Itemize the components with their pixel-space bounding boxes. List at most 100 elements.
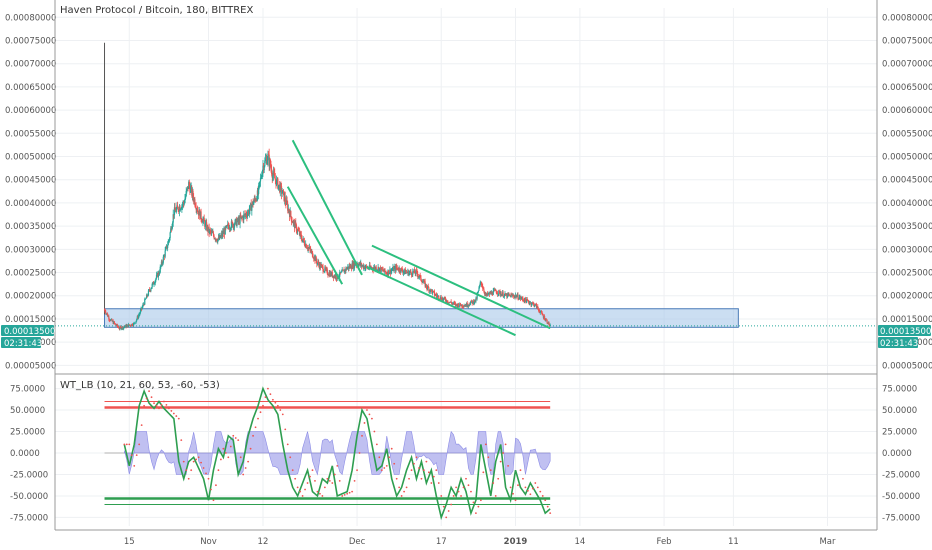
time-tick: 11 xyxy=(728,537,739,547)
candle-body xyxy=(442,298,444,300)
last-price-left: 0.00013500 xyxy=(4,327,55,337)
osc-tick-left: 0.0000 xyxy=(10,449,40,459)
price-tick-right: 0.00055000 xyxy=(882,129,932,139)
candle-body xyxy=(417,276,419,278)
candle-body xyxy=(420,279,423,282)
candle-body xyxy=(318,264,320,268)
candle-body xyxy=(403,271,405,273)
candle-body xyxy=(110,319,112,321)
candle-body xyxy=(349,265,351,268)
candle-body xyxy=(274,174,276,179)
wt2-dot xyxy=(182,460,185,463)
candle-body xyxy=(183,202,185,204)
wt2-dot xyxy=(452,495,455,497)
candle-body xyxy=(540,311,542,312)
candle-body xyxy=(222,232,224,234)
candle-body xyxy=(214,238,216,240)
candle-body xyxy=(235,218,237,226)
candle-body xyxy=(374,266,376,270)
candle-body xyxy=(387,270,389,276)
wt2-dot xyxy=(123,443,126,446)
candle-body xyxy=(108,316,110,320)
candle-body xyxy=(121,328,123,330)
candle-body xyxy=(534,303,536,306)
wt2-dot xyxy=(541,495,544,497)
candle-body xyxy=(223,230,226,235)
candle-body xyxy=(529,302,531,304)
candle-body xyxy=(395,266,397,271)
candle-body xyxy=(214,238,216,240)
candle-body xyxy=(157,272,159,278)
candle-body xyxy=(264,160,266,167)
candle-body xyxy=(478,287,480,291)
wt2-dot xyxy=(319,492,321,495)
candle-body xyxy=(472,300,474,304)
candle-body xyxy=(267,153,270,155)
candle-body xyxy=(449,301,452,303)
candle-body xyxy=(486,293,488,296)
candle-body xyxy=(548,324,551,326)
candle-body xyxy=(149,289,151,291)
candle-body xyxy=(477,292,479,295)
wt2-dot xyxy=(219,458,222,461)
candle-body xyxy=(513,296,515,298)
wt2-dot xyxy=(423,469,425,472)
candle-body xyxy=(481,285,483,287)
wt2-dot xyxy=(363,422,366,424)
candle-body xyxy=(466,303,468,307)
wt2-dot xyxy=(286,443,289,446)
candle-body xyxy=(246,215,248,217)
candle-body xyxy=(438,295,440,299)
price-tick-right: 0.00045000 xyxy=(882,176,932,186)
candle-body xyxy=(114,323,116,325)
candle-body xyxy=(521,297,523,299)
candle-body xyxy=(177,207,179,211)
candle-body xyxy=(112,320,114,324)
candle-body xyxy=(363,266,365,269)
candle-body xyxy=(503,296,505,298)
candle-body xyxy=(393,267,395,272)
osc-tick-right: 50.0000 xyxy=(882,406,917,416)
candle-body xyxy=(124,326,126,328)
candle-body xyxy=(542,314,544,316)
osc-tick-left: 50.0000 xyxy=(10,406,45,416)
wt2-dot xyxy=(494,495,497,497)
oscillator-pane[interactable] xyxy=(104,386,552,521)
candle-body xyxy=(230,228,232,230)
candle-body xyxy=(161,261,163,264)
candle-body xyxy=(107,313,109,317)
candle-body xyxy=(287,208,289,211)
candle-body xyxy=(141,306,143,309)
candle-body xyxy=(328,272,330,276)
candle-body xyxy=(254,199,257,201)
candle-body xyxy=(339,272,341,277)
wt2-dot xyxy=(514,499,517,502)
candle-body xyxy=(498,290,501,292)
candle-body xyxy=(405,272,408,273)
candle-body xyxy=(385,272,387,274)
wt2-dot xyxy=(531,487,534,490)
candle-body xyxy=(306,248,308,249)
wt2-dot xyxy=(507,464,509,467)
candle-body xyxy=(499,291,501,295)
candle-body xyxy=(456,304,458,307)
candle-body xyxy=(255,199,257,201)
osc-tick-left: -75.0000 xyxy=(10,513,48,523)
candle-body xyxy=(248,211,250,214)
wt2-dot xyxy=(296,486,299,489)
candle-body xyxy=(201,221,203,223)
candle-body xyxy=(473,302,475,304)
candle-body xyxy=(510,294,512,298)
wt2-dot xyxy=(366,409,368,411)
candle-body xyxy=(453,302,455,304)
candle-body xyxy=(532,302,534,304)
wt2-dot xyxy=(484,443,487,446)
candle-body xyxy=(414,272,416,274)
candle-body xyxy=(120,327,122,330)
candle-body xyxy=(347,266,349,268)
candle-body xyxy=(223,230,225,234)
time-tick: 15 xyxy=(124,537,135,547)
candle-body xyxy=(150,287,153,289)
price-pane[interactable] xyxy=(55,42,877,337)
